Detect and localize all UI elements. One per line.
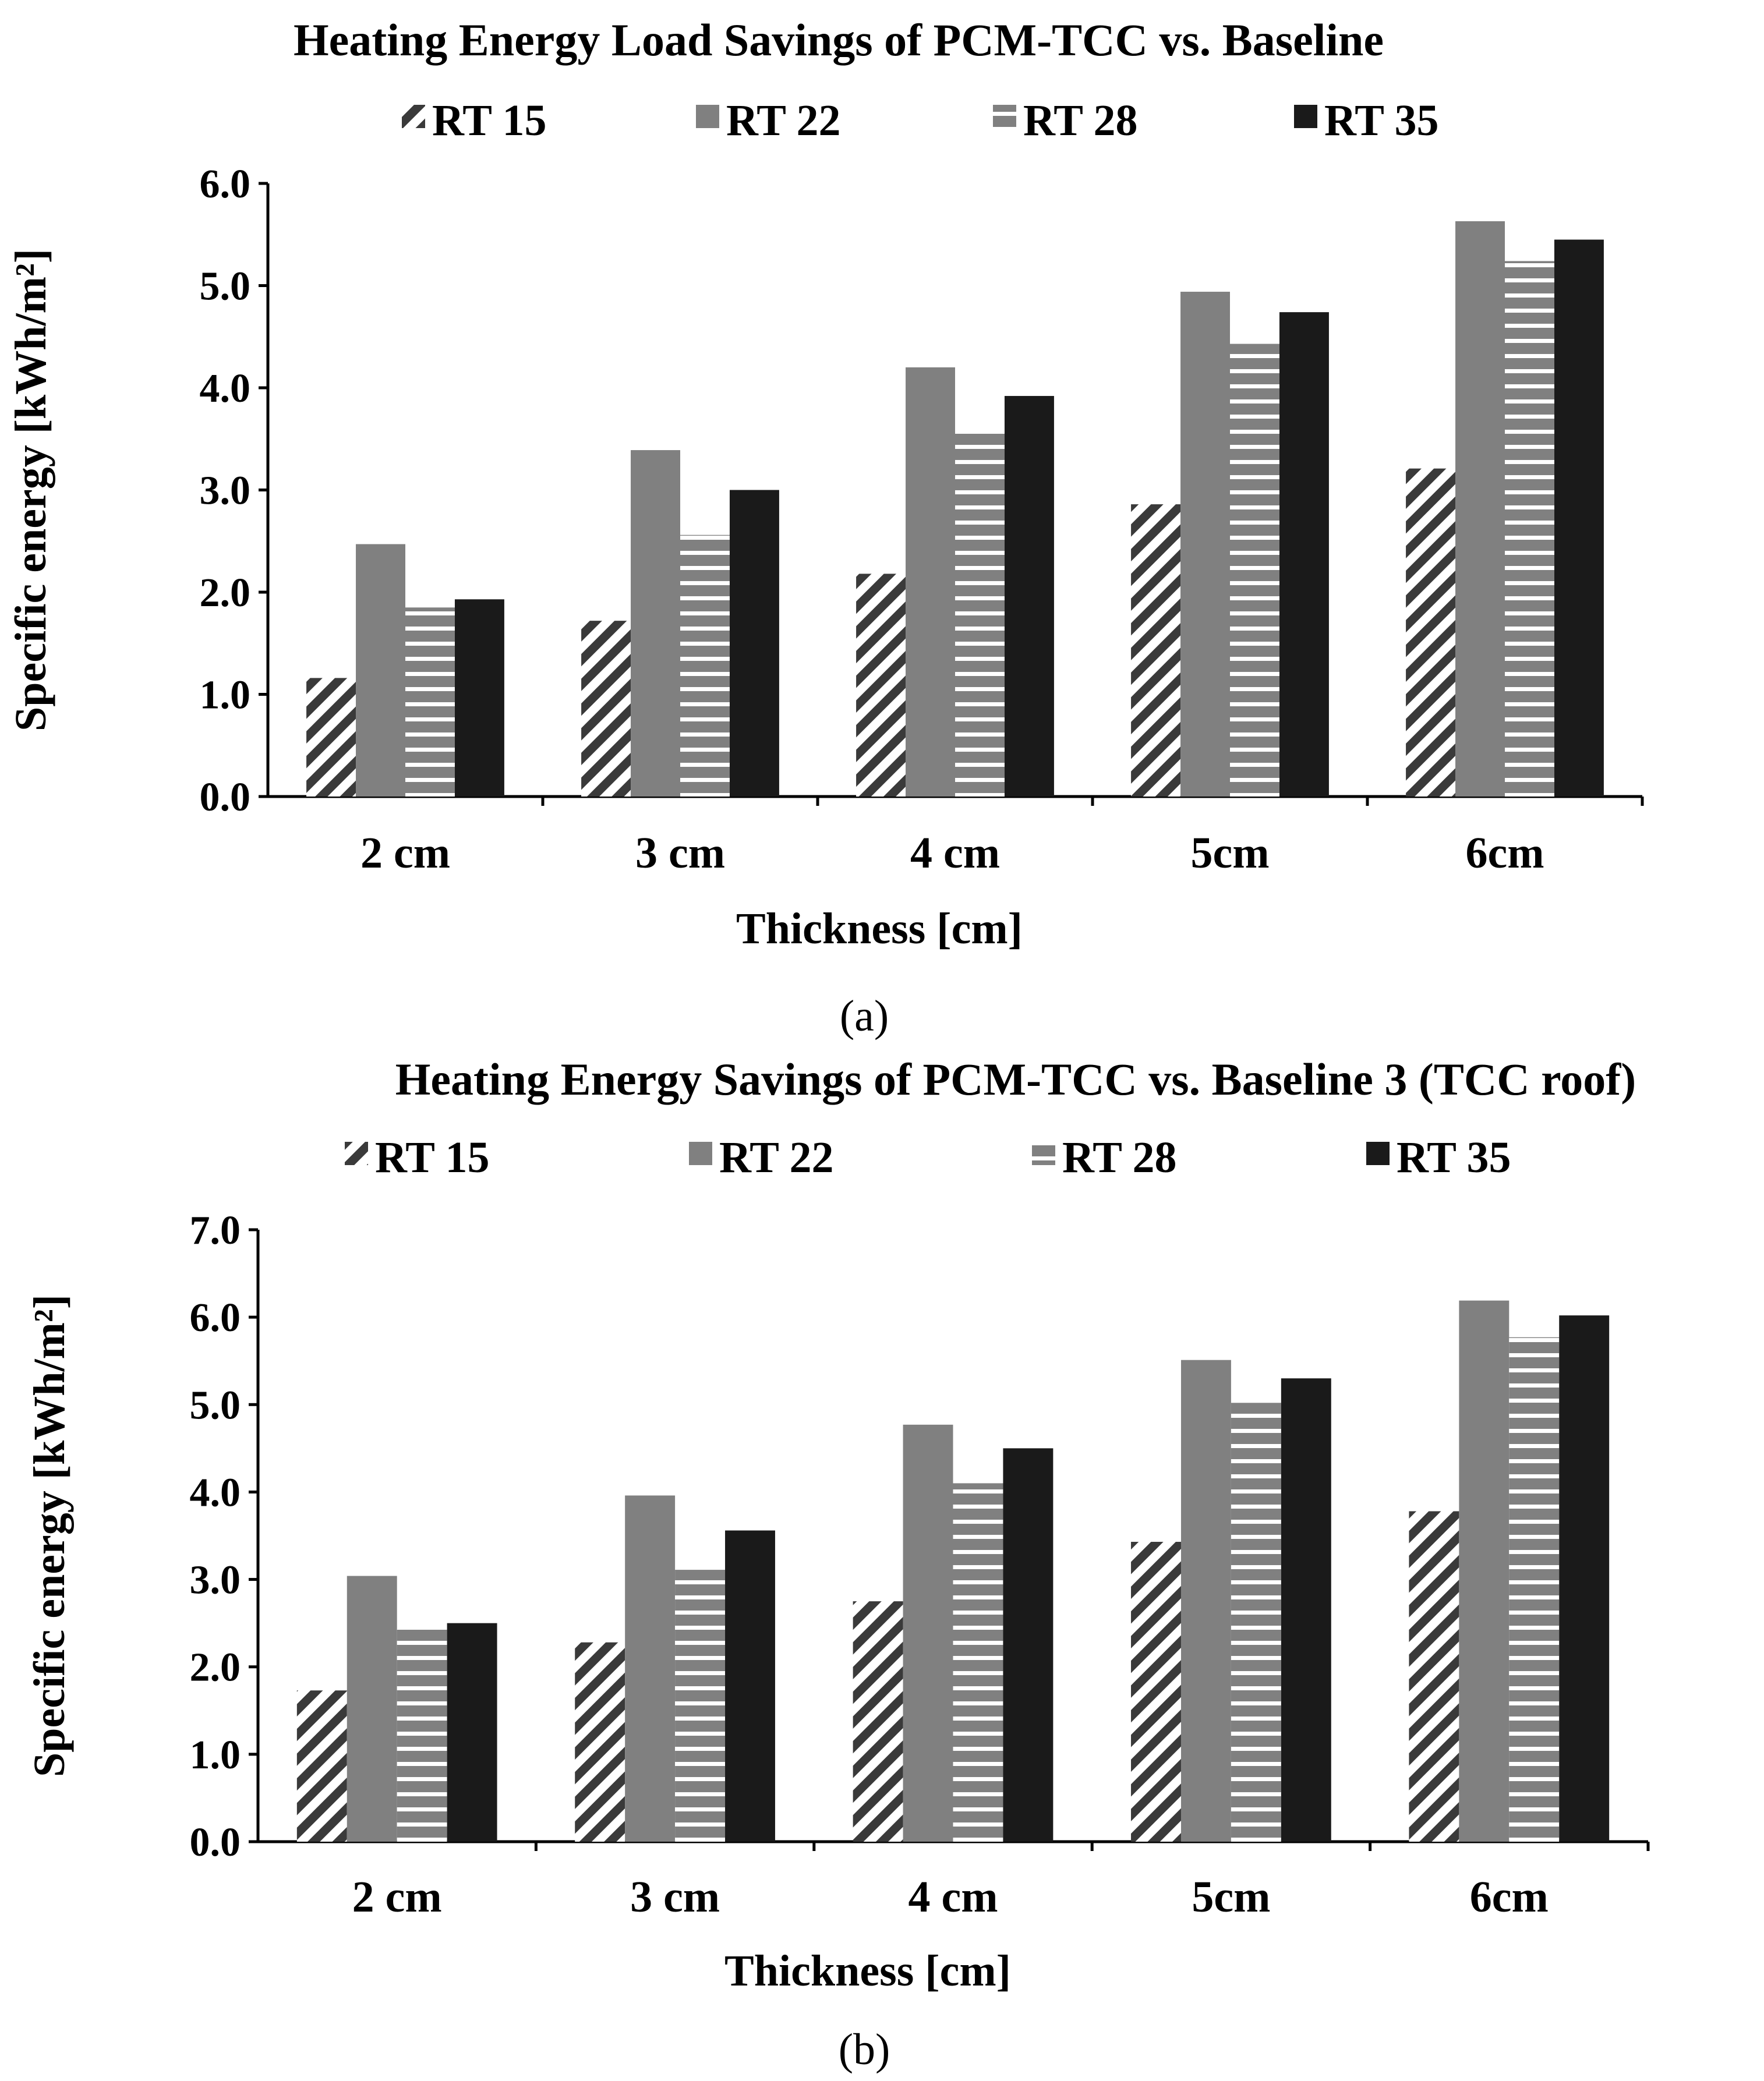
bar-rt-35-3cm	[729, 490, 779, 797]
legend-label: RT 35	[1324, 96, 1439, 145]
bar-rt-35-5cm	[1279, 312, 1329, 797]
bar-rt-28-6cm	[1509, 1337, 1560, 1842]
bar-rt-28-4cm	[955, 433, 1005, 797]
bar-rt-28-2cm	[397, 1629, 447, 1842]
bar-rt-28-2cm	[405, 607, 455, 797]
legend-label: RT 28	[1023, 96, 1138, 145]
legend-swatch-rt-35	[1366, 1142, 1390, 1165]
y-tick-label: 3.0	[200, 469, 251, 514]
bar-rt-15-4cm	[853, 1601, 903, 1842]
x-category-label: 5cm	[1190, 829, 1269, 877]
bar-rt-28-3cm	[675, 1570, 726, 1842]
x-category-label: 4 cm	[908, 1873, 998, 1921]
y-tick-label: 3.0	[190, 1558, 241, 1603]
legend-swatch-rt-22	[689, 1142, 712, 1165]
bar-rt-22-6cm	[1455, 221, 1505, 797]
bar-rt-15-6cm	[1409, 1511, 1459, 1842]
y-tick-label: 2.0	[200, 571, 251, 615]
bar-rt-35-2cm	[447, 1623, 497, 1842]
bar-rt-28-5cm	[1230, 344, 1279, 797]
y-axis-title: Specific energy [kWh/m²]	[6, 249, 55, 731]
x-category-label: 6cm	[1470, 1873, 1549, 1921]
legend-swatch-rt-15	[345, 1142, 368, 1165]
bar-rt-15-3cm	[581, 621, 631, 797]
legend-label: RT 28	[1062, 1133, 1177, 1182]
chart-title: Heating Energy Savings of PCM-TCC vs. Ba…	[395, 1054, 1636, 1105]
bar-rt-15-2cm	[306, 678, 356, 797]
legend-label: RT 22	[719, 1133, 834, 1182]
y-axis-title: Specific energy [kWh/m²]	[25, 1294, 74, 1777]
bar-rt-35-2cm	[454, 599, 504, 797]
y-tick-label: 1.0	[190, 1733, 241, 1778]
x-category-label: 3 cm	[635, 829, 725, 877]
x-category-label: 2 cm	[352, 1873, 442, 1921]
bar-rt-22-2cm	[347, 1576, 397, 1842]
y-tick-label: 0.0	[190, 1820, 241, 1865]
bar-rt-15-5cm	[1131, 1542, 1181, 1842]
x-category-label: 2 cm	[360, 829, 450, 877]
bar-rt-28-3cm	[680, 535, 730, 797]
x-category-label: 3 cm	[630, 1873, 720, 1921]
legend-label: RT 15	[375, 1133, 490, 1182]
x-category-label: 4 cm	[910, 829, 1000, 877]
bar-rt-15-4cm	[856, 574, 906, 797]
y-tick-label: 2.0	[190, 1645, 241, 1690]
bar-rt-15-6cm	[1406, 468, 1456, 797]
chart-title: Heating Energy Load Savings of PCM-TCC v…	[294, 15, 1384, 65]
y-tick-label: 7.0	[190, 1208, 241, 1253]
y-tick-label: 4.0	[190, 1470, 241, 1515]
x-category-label: 5cm	[1192, 1873, 1270, 1921]
y-tick-label: 6.0	[200, 162, 251, 207]
bar-rt-28-5cm	[1231, 1403, 1281, 1842]
y-tick-label: 1.0	[200, 673, 251, 718]
bar-rt-22-2cm	[356, 544, 405, 797]
bar-rt-22-5cm	[1180, 1360, 1231, 1842]
bar-rt-35-5cm	[1281, 1378, 1331, 1842]
bar-rt-22-6cm	[1459, 1300, 1510, 1842]
legend-label: RT 22	[726, 96, 841, 145]
bar-rt-35-6cm	[1559, 1315, 1610, 1842]
legend-swatch-rt-22	[696, 105, 719, 128]
legend-swatch-rt-35	[1294, 105, 1317, 128]
y-tick-label: 6.0	[190, 1296, 241, 1340]
x-axis-title: Thickness [cm]	[724, 1946, 1011, 1995]
bar-rt-28-6cm	[1505, 261, 1554, 797]
legend-label: RT 35	[1397, 1133, 1511, 1182]
bar-rt-22-3cm	[631, 450, 680, 797]
x-axis-title: Thickness [cm]	[736, 904, 1023, 953]
y-tick-label: 5.0	[200, 264, 251, 309]
bar-rt-35-6cm	[1554, 239, 1604, 797]
panel-caption: (a)	[840, 992, 889, 1040]
legend-label: RT 15	[432, 96, 547, 145]
bar-rt-15-5cm	[1131, 504, 1181, 797]
bar-rt-22-4cm	[906, 367, 955, 797]
bar-rt-35-4cm	[1004, 396, 1054, 797]
y-tick-label: 5.0	[190, 1383, 241, 1428]
legend-swatch-rt-15	[402, 105, 425, 128]
bar-rt-22-5cm	[1180, 292, 1230, 797]
y-tick-label: 0.0	[200, 775, 251, 820]
bar-rt-22-4cm	[903, 1424, 953, 1842]
bar-rt-28-4cm	[953, 1483, 1003, 1842]
bar-rt-35-3cm	[725, 1530, 775, 1842]
y-tick-label: 4.0	[200, 366, 251, 411]
bar-rt-15-2cm	[296, 1690, 347, 1842]
panel-caption: (b)	[839, 2025, 890, 2074]
legend-swatch-rt-28	[993, 105, 1016, 128]
bar-rt-22-3cm	[625, 1495, 676, 1842]
bar-rt-15-3cm	[575, 1642, 625, 1842]
x-category-label: 6cm	[1465, 829, 1544, 877]
legend-swatch-rt-28	[1032, 1142, 1055, 1165]
bar-rt-35-4cm	[1003, 1448, 1054, 1842]
